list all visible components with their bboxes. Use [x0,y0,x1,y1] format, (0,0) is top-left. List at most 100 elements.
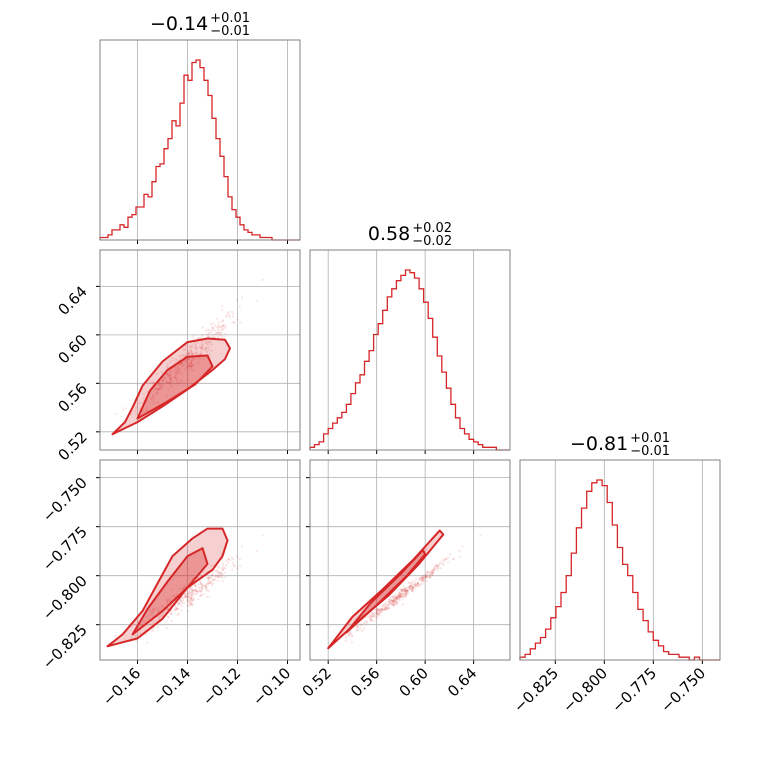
sample-point [390,601,393,605]
sample-point [149,381,152,384]
sample-point [194,351,197,354]
sample-point [381,607,384,611]
sample-point [231,558,235,561]
sample-point [177,608,180,611]
sample-point [431,572,434,575]
sample-point [439,567,442,570]
sample-point [368,616,371,619]
sample-point [378,609,381,612]
sample-point [394,597,397,600]
sample-point [200,353,203,356]
sample-point [217,565,220,568]
sample-point [180,609,183,612]
sample-point [200,353,203,356]
sample-point [122,408,125,411]
sample-point [201,333,204,337]
sample-point [385,607,388,610]
sample-point [405,589,408,592]
sample-point [161,614,164,617]
sample-point [423,573,426,577]
sample-point [222,323,225,327]
sample-point [166,365,169,368]
sample-point [426,570,429,573]
sample-point [187,589,190,592]
sample-point [190,361,193,364]
sample-point [172,594,175,597]
sample-point [141,402,144,405]
sample-point [391,599,394,602]
sample-point [185,595,188,598]
sample-point [216,328,219,331]
sample-point [419,578,423,582]
sample-point [221,579,224,583]
sample-point [222,564,225,567]
sample-point [212,578,216,581]
sample-point [436,566,440,569]
sample-point [261,278,264,281]
sample-point [199,583,202,586]
sample-point [414,587,417,590]
sample-point [422,576,426,579]
sample-point [190,368,193,372]
sample-point [216,331,219,334]
sample-point [404,595,407,598]
sample-point [163,377,166,380]
sample-point [195,593,198,596]
sample-point [188,594,191,597]
sample-point [211,572,214,575]
sample-point [221,327,224,330]
sample-point [406,590,409,593]
sample-point [176,602,179,605]
sample-point [190,596,193,599]
sample-point [405,589,408,593]
sample-point [355,624,358,627]
sample-point [207,576,210,580]
sample-point [221,325,224,328]
sample-point [423,575,427,578]
sample-point [204,339,207,342]
sample-point [405,590,408,593]
sample-point [170,384,173,387]
sample-point [124,634,127,637]
sample-point [217,573,220,577]
sample-point [381,604,384,607]
sample-point [388,606,392,610]
sample-point [169,376,172,379]
sample-point [166,600,169,603]
sample-point [156,392,159,395]
sample-point [151,397,154,400]
sample-point [195,349,199,352]
sample-point [398,593,401,596]
sample-point [206,340,209,343]
sample-point [213,336,216,339]
sample-point [376,609,379,612]
sample-point [161,379,164,382]
sample-point [184,594,187,598]
sample-point [375,609,378,612]
sample-point [201,348,205,351]
sample-point [143,620,146,623]
sample-point [167,616,170,619]
sample-point [220,566,223,569]
sample-point [227,312,230,315]
sample-point [416,585,419,588]
sample-point [394,596,397,599]
sample-point [370,619,373,623]
sample-point [408,585,411,588]
sample-point [161,612,164,615]
sample-point [407,592,410,595]
sample-point [207,335,210,338]
histogram-line [99,59,300,241]
sample-point [189,346,192,349]
sample-point [423,579,426,582]
sample-point [395,595,399,598]
sample-point [408,587,411,590]
sample-point [233,321,236,324]
sample-point [449,552,452,556]
sample-point [430,571,433,574]
sample-point [205,329,208,332]
sample-point [396,595,399,599]
sample-point [398,594,401,598]
sample-point [155,387,158,390]
sample-point [232,564,236,567]
